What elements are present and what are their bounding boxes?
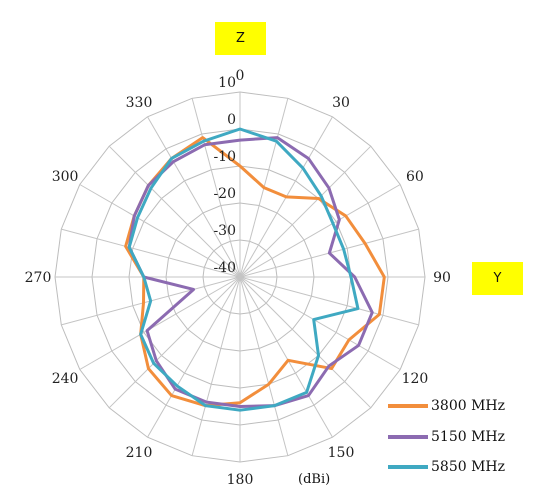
angle-tick-label: 30	[332, 95, 350, 111]
radial-tick-label: 0	[227, 112, 236, 128]
legend-swatch-5150	[388, 435, 428, 439]
legend-swatch-3800	[388, 404, 428, 408]
legend-label-5150: 5150 MHz	[431, 429, 505, 445]
grid-spoke	[191, 98, 241, 278]
grid-spoke	[239, 184, 401, 278]
angle-tick-label: 0	[236, 68, 245, 84]
radial-tick-label: -40	[213, 260, 236, 276]
grid-spoke	[147, 116, 241, 278]
angle-tick-label: 150	[328, 445, 355, 461]
angle-tick-label: 300	[52, 169, 79, 185]
legend-label-5850: 5850 MHz	[431, 459, 505, 475]
angle-tick-label: 60	[406, 169, 424, 185]
grid-spoke	[108, 276, 241, 409]
grid-spoke	[108, 145, 241, 278]
grid-spoke	[239, 276, 401, 370]
angle-tick-label: 180	[227, 472, 254, 488]
angle-tick-label: 270	[25, 270, 52, 286]
angle-tick-label: 240	[52, 371, 79, 387]
grid-spoke	[61, 228, 241, 278]
series-line-5150-mhz	[127, 136, 374, 408]
series-line-3800-mhz	[124, 136, 386, 408]
grid-spoke	[191, 276, 241, 456]
unit-label: (dBi)	[298, 472, 331, 487]
radial-tick-label: -20	[213, 186, 236, 202]
radial-tick-label: -30	[213, 223, 236, 239]
y-axis-tag: Y	[472, 262, 523, 295]
angle-tick-label: 90	[433, 270, 451, 286]
grid-spoke	[239, 276, 372, 409]
series-line-5850-mhz	[127, 127, 360, 412]
angle-tick-label: 210	[126, 445, 153, 461]
series-layer	[124, 127, 386, 412]
radial-tick-label: 10	[218, 75, 236, 91]
legend-label-3800: 3800 MHz	[431, 398, 505, 414]
grid-spoke	[239, 276, 289, 456]
angle-tick-label: 330	[126, 95, 153, 111]
grid-spoke	[239, 145, 372, 278]
radial-tick-label: -10	[213, 149, 236, 165]
z-axis-tag: Z	[215, 22, 266, 55]
grid-spoke	[239, 276, 419, 326]
grid-spoke	[239, 276, 333, 438]
grid-spoke	[147, 276, 241, 438]
angle-tick-label: 120	[402, 371, 429, 387]
grid-spoke	[79, 276, 241, 370]
legend-swatch-5850	[388, 465, 428, 469]
polar-grid	[54, 91, 426, 463]
grid-spoke	[79, 184, 241, 278]
